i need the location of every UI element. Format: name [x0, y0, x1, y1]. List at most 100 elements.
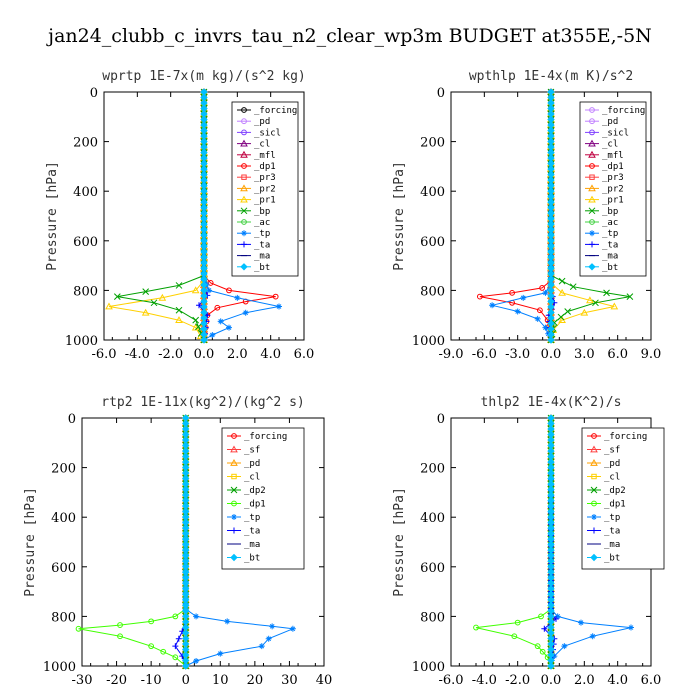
data-point — [175, 282, 183, 289]
data-point — [534, 643, 541, 650]
data-point — [224, 618, 231, 625]
legend-marker — [589, 118, 595, 125]
data-point — [534, 315, 541, 322]
data-point — [182, 662, 190, 670]
data-point — [242, 309, 249, 316]
data-point — [117, 622, 123, 628]
y-tick-label: 1000 — [43, 660, 76, 675]
legend-entry: _ma — [604, 540, 620, 550]
y-tick-label: 0 — [68, 412, 76, 427]
y-tick-label: 800 — [420, 284, 445, 299]
data-point — [158, 293, 167, 301]
legend-entry: _cl — [254, 140, 270, 150]
y-tick-label: 200 — [420, 136, 445, 151]
data-point — [200, 336, 208, 344]
legend-entry: _cl — [604, 473, 620, 483]
data-point — [148, 643, 155, 650]
data-point — [592, 299, 599, 307]
legend-marker — [589, 129, 595, 136]
legend-entry: _ta — [254, 240, 270, 250]
x-tick-label: 2.0 — [227, 347, 248, 362]
data-point — [276, 303, 282, 310]
legend-marker — [590, 553, 598, 562]
data-point — [586, 296, 594, 304]
legend-entry: _mfl — [254, 151, 276, 161]
x-tick-label: 6.0 — [294, 347, 315, 362]
x-tick-label: 0 — [182, 673, 190, 688]
x-tick-label: -6.0 — [472, 347, 497, 362]
data-point — [569, 283, 577, 291]
legend-marker — [240, 207, 248, 215]
data-point — [514, 619, 521, 626]
x-tick-label: 4.0 — [607, 673, 628, 688]
legend-box — [579, 101, 647, 277]
legend-entry: _tp — [244, 513, 260, 523]
data-point — [269, 623, 276, 630]
data-point — [610, 302, 619, 310]
legend-entry: _sicl — [254, 128, 281, 138]
data-point — [214, 304, 221, 311]
series-bt — [547, 414, 555, 670]
data-point — [172, 654, 179, 661]
legend-entry: _dp2 — [604, 486, 626, 496]
legend-entry: _ma — [602, 252, 618, 262]
data-point — [113, 293, 121, 300]
y-tick-label: 400 — [51, 511, 76, 526]
data-point — [589, 633, 596, 640]
legend-entry: _dp1 — [602, 162, 624, 172]
data-point — [603, 289, 610, 297]
legend-entry: _bp — [602, 207, 618, 217]
data-point — [258, 643, 265, 650]
data-point — [580, 308, 589, 316]
legend-marker — [241, 241, 247, 248]
data-point — [105, 302, 113, 310]
y-tick-label: 400 — [420, 185, 445, 200]
figure-title: jan24_clubb_c_invrs_tau_n2_clear_wp3m BU… — [46, 25, 652, 47]
data-point — [217, 650, 224, 657]
legend-entry: _pr2 — [602, 184, 624, 194]
data-point — [536, 307, 543, 314]
legend-entry: _dp1 — [244, 500, 266, 510]
x-tick-label: 9.0 — [641, 347, 662, 362]
legend-marker — [241, 230, 247, 237]
y-tick-label: 800 — [51, 610, 76, 625]
legend-marker — [231, 433, 237, 439]
legend-entry: _bt — [604, 554, 620, 564]
data-point — [196, 302, 202, 309]
data-point — [192, 316, 200, 324]
legend-marker — [590, 486, 598, 494]
data-point — [626, 293, 634, 300]
legend-entry: _bp — [254, 207, 270, 217]
panel-4: thlp2 1E-4x(K^2)/s Pressure [hPa] -6.0 -4.0… — [392, 395, 665, 688]
data-point — [234, 294, 241, 301]
series-bt — [547, 88, 555, 344]
panel-3: rtp2 1E-11x(kg^2)/(kg^2 s) Pressure [hPa]… — [23, 395, 332, 688]
legend-entry: _dp1 — [604, 500, 626, 510]
legend-entry: _pr1 — [254, 196, 276, 206]
legend-entry: _cl — [602, 140, 618, 150]
legend-marker — [240, 263, 248, 271]
legend-entry: _forcing — [604, 432, 647, 442]
x-tick-label: 30 — [281, 673, 298, 688]
legend-marker — [589, 241, 595, 248]
legend-marker — [590, 445, 598, 453]
legend-marker — [231, 500, 237, 507]
data-point — [172, 613, 179, 620]
data-point — [551, 653, 558, 660]
x-tick-label: -6.0 — [91, 347, 116, 362]
legend-entry: _ta — [244, 527, 260, 537]
legend-marker — [230, 458, 238, 466]
legend-entry: _forcing — [244, 432, 287, 442]
series-bt — [200, 88, 208, 344]
data-point — [547, 336, 555, 344]
legend-entry: _forcing — [602, 106, 645, 116]
data-point — [557, 313, 565, 321]
series-line — [78, 418, 187, 667]
data-point — [172, 643, 179, 650]
legend-entry: _tp — [604, 513, 620, 523]
legend-entry: _tp — [602, 229, 618, 239]
series-line — [550, 92, 615, 341]
legend-marker — [240, 150, 248, 158]
legend-entry: _sicl — [602, 128, 629, 138]
